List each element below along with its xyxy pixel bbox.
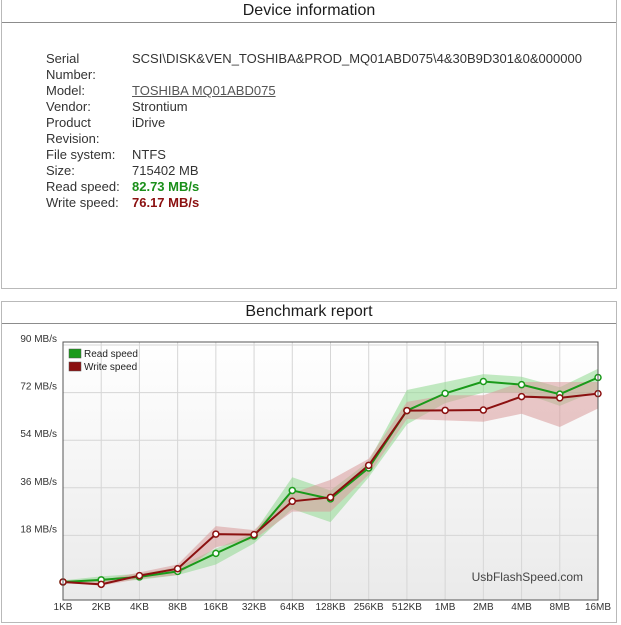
product-revision-label: Product Revision: xyxy=(46,115,100,146)
file-system-value: NTFS xyxy=(132,147,166,162)
y-tick-label: 54 MB/s xyxy=(20,429,57,440)
device-information-panel: Device information Serial Number: SCSI\D… xyxy=(1,0,617,289)
point-write-2MB xyxy=(479,406,488,414)
model-label: Model: xyxy=(46,83,86,98)
band-write xyxy=(63,382,598,586)
size-label: Size: xyxy=(46,163,75,178)
product-revision-value: iDrive xyxy=(132,115,166,130)
model-row: Model: TOSHIBA MQ01ABD075 xyxy=(46,83,582,99)
model-link[interactable]: TOSHIBA MQ01ABD075 xyxy=(132,83,276,98)
legend-read-label: Read speed xyxy=(84,349,138,360)
point-write-4MB xyxy=(517,392,526,401)
benchmark-report-title: Benchmark report xyxy=(2,302,616,324)
legend: Read speed Write speed xyxy=(68,348,138,373)
x-tick-label: 1KB xyxy=(54,602,73,613)
x-tick-label: 8MB xyxy=(550,602,571,613)
file-system-row: File system: NTFS xyxy=(46,147,582,163)
point-write-32KB xyxy=(250,530,258,539)
plot-area-border xyxy=(62,341,599,601)
write-speed-row: Write speed: 76.17 MB/s xyxy=(46,195,582,211)
file-system-label: File system: xyxy=(46,147,116,162)
series-points xyxy=(59,373,602,589)
x-tick-label: 1MB xyxy=(435,602,456,613)
x-tick-label: 512KB xyxy=(392,602,422,613)
device-info-table: Serial Number: SCSI\DISK&VEN_TOSHIBA&PRO… xyxy=(46,51,582,211)
point-write-512KB xyxy=(403,406,411,415)
point-write-1MB xyxy=(441,406,449,415)
product-revision-row: Product Revision: iDrive xyxy=(46,115,582,147)
x-tick-label: 64KB xyxy=(280,602,305,613)
device-information-title: Device information xyxy=(2,0,616,23)
point-write-16KB xyxy=(212,530,220,538)
x-tick-label: 8KB xyxy=(168,602,187,613)
point-read-2MB xyxy=(479,377,488,386)
y-tick-label: 72 MB/s xyxy=(20,382,57,393)
vendor-value: Strontium xyxy=(132,99,188,114)
x-tick-label: 256KB xyxy=(354,602,384,613)
size-row: Size: 715402 MB xyxy=(46,163,582,179)
y-axis-ticks: 18 MB/s 36 MB/s 54 MB/s 72 MB/s 90 MB/s xyxy=(20,334,57,535)
watermark: UsbFlashSpeed.com xyxy=(472,570,583,584)
serial-number-row: Serial Number: SCSI\DISK&VEN_TOSHIBA&PRO… xyxy=(46,51,582,83)
point-read-64KB xyxy=(288,486,297,495)
read-speed-row: Read speed: 82.73 MB/s xyxy=(46,179,582,195)
point-write-2KB xyxy=(97,580,105,589)
x-tick-label: 4KB xyxy=(130,602,149,613)
x-tick-label: 2MB xyxy=(473,602,494,613)
x-tick-label: 128KB xyxy=(315,602,345,613)
y-tick-label: 90 MB/s xyxy=(20,334,57,345)
size-value: 715402 MB xyxy=(132,163,199,178)
x-tick-label: 16KB xyxy=(204,602,229,613)
point-write-128KB xyxy=(326,493,335,502)
point-write-4KB xyxy=(135,571,144,580)
point-write-256KB xyxy=(364,461,373,470)
x-tick-label: 16MB xyxy=(585,602,611,613)
legend-write-swatch xyxy=(68,361,82,372)
serial-number-label: Serial Number: xyxy=(46,51,96,82)
point-write-8KB xyxy=(173,564,182,573)
x-tick-label: 4MB xyxy=(511,602,532,613)
legend-write-label: Write speed xyxy=(84,362,137,373)
point-write-64KB xyxy=(288,497,297,506)
serial-number-value: SCSI\DISK&VEN_TOSHIBA&PROD_MQ01ABD075\4&… xyxy=(132,51,582,66)
legend-read-swatch xyxy=(68,348,82,359)
benchmark-report-panel: Benchmark report 18 MB/s 36 MB/s 54 MB/s 72… xyxy=(1,301,617,623)
write-speed-value: 76.17 MB/s xyxy=(132,195,200,210)
read-speed-value: 82.73 MB/s xyxy=(132,179,200,194)
point-read-4MB xyxy=(517,380,526,389)
read-speed-label: Read speed: xyxy=(46,179,120,194)
x-tick-label: 32KB xyxy=(242,602,267,613)
x-axis-ticks: 1KB 2KB 4KB 8KB 16KB 32KB 64KB 128KB 256KB 512KB 1… xyxy=(54,602,612,613)
point-read-1MB xyxy=(441,389,449,398)
point-read-16KB xyxy=(212,549,220,558)
vendor-label: Vendor: xyxy=(46,99,91,114)
y-tick-label: 18 MB/s xyxy=(20,524,57,535)
write-speed-label: Write speed: xyxy=(46,195,119,210)
y-tick-label: 36 MB/s xyxy=(20,477,57,488)
point-write-8MB xyxy=(556,394,564,402)
benchmark-chart: 18 MB/s 36 MB/s 54 MB/s 72 MB/s 90 MB/s 1KB 2… xyxy=(20,334,612,613)
vendor-row: Vendor: Strontium xyxy=(46,99,582,115)
x-tick-label: 2KB xyxy=(92,602,111,613)
